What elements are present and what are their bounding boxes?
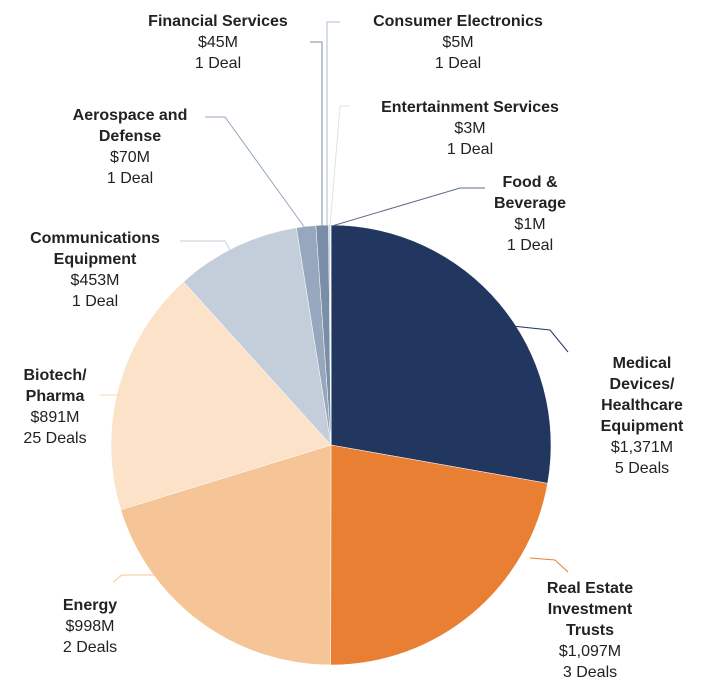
pie-slice xyxy=(330,224,552,484)
leader-line xyxy=(205,116,306,229)
deals-label: 1 Deal xyxy=(106,170,154,187)
leader-line xyxy=(180,240,231,251)
category-label: Entertainment Services xyxy=(381,99,559,116)
deals-label: 1 Deal xyxy=(446,141,494,158)
slice-label: Financial Services $45M 1 Deal xyxy=(148,11,288,74)
leader-line xyxy=(331,187,485,227)
value-label: $998M xyxy=(65,618,115,635)
category-label: Biotech/ Pharma xyxy=(23,367,87,405)
category-label: Medical Devices/ Healthcare Equipment xyxy=(600,355,684,435)
pie-slice xyxy=(183,227,332,446)
leader-line xyxy=(511,325,569,353)
leader-line xyxy=(329,105,350,227)
deals-label: 5 Deals xyxy=(614,460,670,477)
category-label: Consumer Electronics xyxy=(373,13,543,30)
value-label: $45M xyxy=(197,34,239,51)
value-label: $3M xyxy=(454,120,486,137)
deals-label: 1 Deal xyxy=(506,237,554,254)
slice-label: Food & Beverage $1M 1 Deal xyxy=(494,172,566,256)
value-label: $453M xyxy=(70,272,120,289)
value-label: $5M xyxy=(442,34,474,51)
pie-slice xyxy=(120,444,332,666)
pie-slice xyxy=(110,281,332,511)
leader-line xyxy=(326,21,340,226)
value-label: $1,371M xyxy=(610,439,674,456)
slice-label: Aerospace and Defense $70M 1 Deal xyxy=(73,105,188,189)
category-label: Communications Equipment xyxy=(30,230,160,268)
category-label: Aerospace and Defense xyxy=(72,107,188,145)
slice-label: Medical Devices/ Healthcare Equipment $1,… xyxy=(601,353,684,479)
slice-label: Communications Equipment $453M 1 Deal xyxy=(30,228,160,312)
slice-label: Real Estate Investment Trusts $1,097M 3 De… xyxy=(547,578,633,683)
leader-line xyxy=(529,557,569,573)
deals-label: 1 Deal xyxy=(71,293,119,310)
deals-label: 2 Deals xyxy=(62,639,118,656)
deals-label: 3 Deals xyxy=(562,664,618,681)
deals-label: 25 Deals xyxy=(23,430,87,447)
category-label: Energy xyxy=(62,597,118,614)
leader-line xyxy=(112,574,155,583)
value-label: $1M xyxy=(514,216,546,233)
leader-line xyxy=(310,41,323,226)
value-label: $891M xyxy=(30,409,80,426)
slice-label: Entertainment Services $3M 1 Deal xyxy=(381,97,559,160)
slice-label: Consumer Electronics $5M 1 Deal xyxy=(373,11,543,74)
deals-label: 1 Deal xyxy=(434,55,482,72)
category-label: Real Estate Investment Trusts xyxy=(546,580,634,639)
slice-label: Biotech/ Pharma $891M 25 Deals xyxy=(23,365,86,449)
category-label: Food & Beverage xyxy=(493,174,567,212)
value-label: $70M xyxy=(109,149,151,166)
pie-slice xyxy=(330,444,548,666)
category-label: Financial Services xyxy=(148,13,288,30)
slice-label: Energy $998M 2 Deals xyxy=(63,595,117,658)
value-label: $1,097M xyxy=(558,643,622,660)
deals-label: 1 Deal xyxy=(194,55,242,72)
